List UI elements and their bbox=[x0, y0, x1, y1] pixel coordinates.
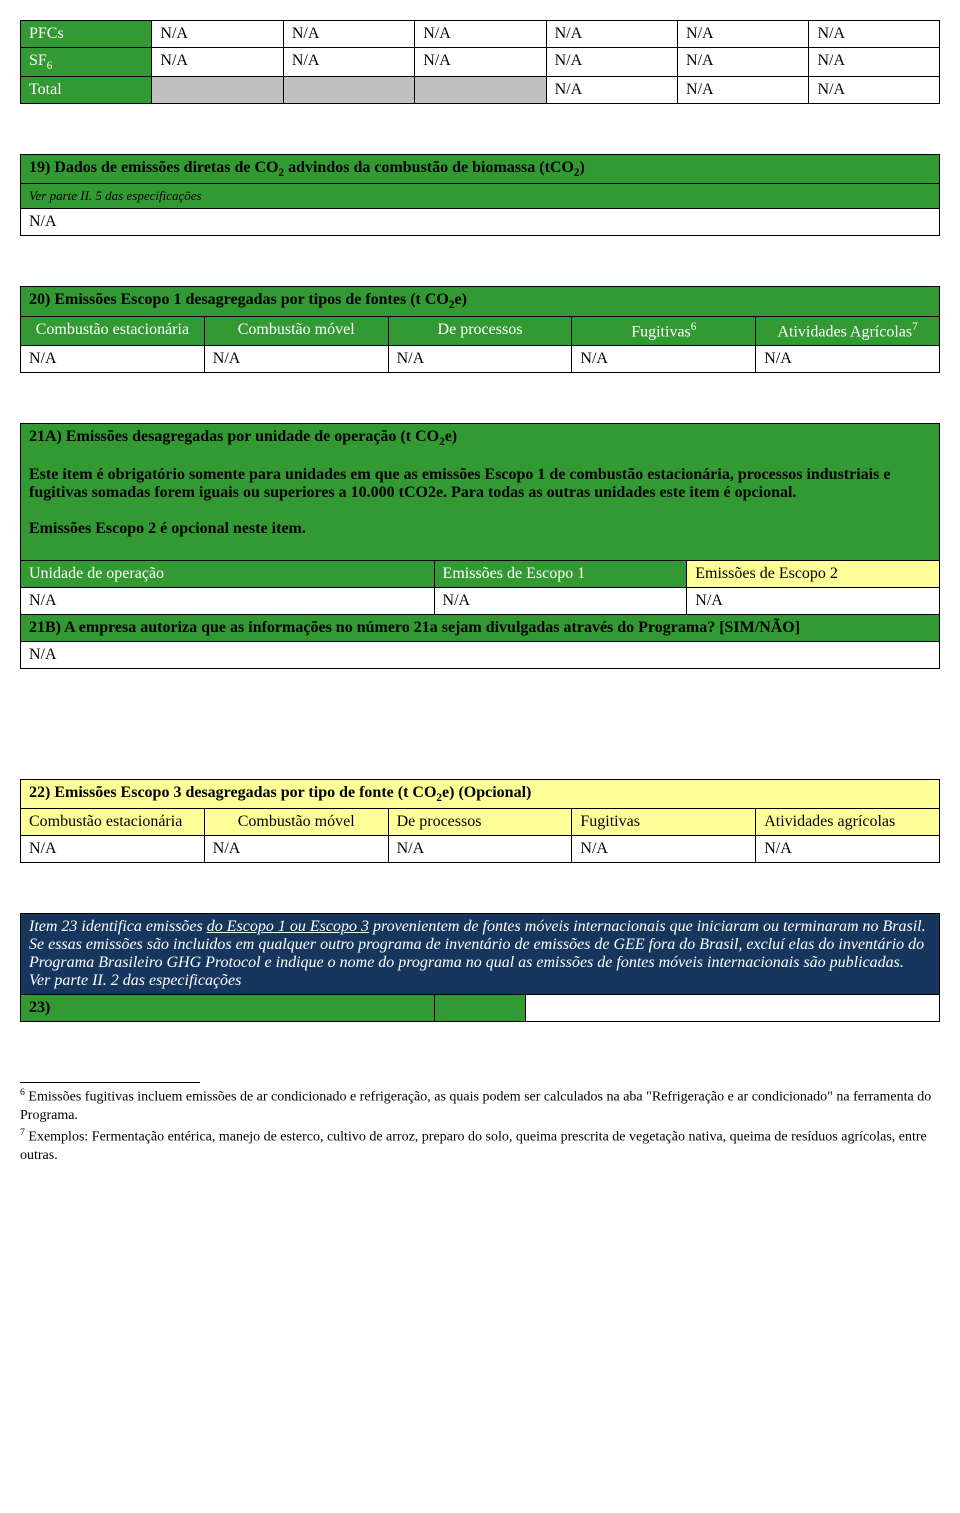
row-label: PFCs bbox=[21, 21, 152, 48]
col-header: Emissões de Escopo 1 bbox=[434, 561, 687, 588]
cell bbox=[434, 995, 526, 1022]
col-header: Combustão móvel bbox=[204, 316, 388, 345]
cell: N/A bbox=[388, 836, 572, 863]
col-header: Unidade de operação bbox=[21, 561, 435, 588]
col-header: De processos bbox=[388, 809, 572, 836]
cell: N/A bbox=[546, 21, 677, 48]
cell: N/A bbox=[21, 588, 435, 615]
section-22-title: 22) Emissões Escopo 3 desagregadas por t… bbox=[21, 780, 940, 809]
cell: N/A bbox=[21, 345, 205, 372]
section-23-table: Item 23 identifica emissões do Escopo 1 … bbox=[20, 913, 940, 1022]
cell: N/A bbox=[756, 345, 940, 372]
section-21a-table: 21A) Emissões desagregadas por unidade d… bbox=[20, 423, 940, 669]
cell: N/A bbox=[678, 48, 809, 77]
cell: N/A bbox=[572, 836, 756, 863]
cell: N/A bbox=[388, 345, 572, 372]
section-19-table: 19) Dados de emissões diretas de CO2 adv… bbox=[20, 154, 940, 236]
section-22-table: 22) Emissões Escopo 3 desagregadas por t… bbox=[20, 779, 940, 863]
cell: N/A bbox=[572, 345, 756, 372]
col-header: Atividades agrícolas bbox=[756, 809, 940, 836]
section-21b-question: 21B) A empresa autoriza que as informaçõ… bbox=[21, 615, 940, 642]
table-row: Total N/A N/A N/A bbox=[21, 77, 940, 104]
section-23-note: Item 23 identifica emissões do Escopo 1 … bbox=[21, 914, 940, 995]
table-row: PFCs N/A N/A N/A N/A N/A N/A bbox=[21, 21, 940, 48]
section-21a-para2: Emissões Escopo 2 é opcional neste item. bbox=[29, 520, 306, 537]
cell: N/A bbox=[415, 48, 546, 77]
cell: N/A bbox=[21, 836, 205, 863]
cell: N/A bbox=[152, 48, 283, 77]
footnote-7: 7 Exemplos: Fermentação entérica, manejo… bbox=[20, 1127, 940, 1165]
col-header: Combustão estacionária bbox=[21, 316, 205, 345]
col-header: Fugitivas6 bbox=[572, 316, 756, 345]
cell bbox=[415, 77, 546, 104]
footnote-divider bbox=[20, 1082, 200, 1083]
cell: N/A bbox=[678, 77, 809, 104]
cell: N/A bbox=[809, 77, 940, 104]
cell: N/A bbox=[152, 21, 283, 48]
cell: N/A bbox=[546, 48, 677, 77]
cell bbox=[526, 995, 940, 1022]
cell: N/A bbox=[204, 836, 388, 863]
cell bbox=[152, 77, 283, 104]
row-label: Total bbox=[21, 77, 152, 104]
cell: N/A bbox=[283, 48, 414, 77]
cell: N/A bbox=[204, 345, 388, 372]
section-21b-value: N/A bbox=[21, 642, 940, 669]
cell: N/A bbox=[809, 48, 940, 77]
col-header: Emissões de Escopo 2 bbox=[687, 561, 940, 588]
cell: N/A bbox=[756, 836, 940, 863]
col-header: Atividades Agrícolas7 bbox=[756, 316, 940, 345]
row-label: SF6 bbox=[21, 48, 152, 77]
section-19-value: N/A bbox=[21, 209, 940, 236]
cell bbox=[283, 77, 414, 104]
section-19-subtitle: Ver parte II. 5 das especificações bbox=[21, 184, 940, 209]
cell: N/A bbox=[546, 77, 677, 104]
section-20-table: 20) Emissões Escopo 1 desagregadas por t… bbox=[20, 286, 940, 373]
cell: N/A bbox=[283, 21, 414, 48]
section-21a-para1: Este item é obrigatório somente para uni… bbox=[29, 466, 890, 501]
section-23-label: 23) bbox=[21, 995, 435, 1022]
col-header: Fugitivas bbox=[572, 809, 756, 836]
col-header: De processos bbox=[388, 316, 572, 345]
table-18-partial: PFCs N/A N/A N/A N/A N/A N/A SF6 N/A N/A… bbox=[20, 20, 940, 104]
section-19-title: 19) Dados de emissões diretas de CO2 adv… bbox=[21, 155, 940, 184]
col-header: Combustão estacionária bbox=[21, 809, 205, 836]
cell: N/A bbox=[434, 588, 687, 615]
cell: N/A bbox=[415, 21, 546, 48]
col-header: Combustão móvel bbox=[204, 809, 388, 836]
section-20-title: 20) Emissões Escopo 1 desagregadas por t… bbox=[21, 287, 940, 316]
cell: N/A bbox=[678, 21, 809, 48]
section-21a-title: 21A) Emissões desagregadas por unidade d… bbox=[21, 423, 940, 560]
footnote-6: 6 Emissões fugitivas incluem emissões de… bbox=[20, 1087, 940, 1125]
table-row: SF6 N/A N/A N/A N/A N/A N/A bbox=[21, 48, 940, 77]
cell: N/A bbox=[687, 588, 940, 615]
cell: N/A bbox=[809, 21, 940, 48]
